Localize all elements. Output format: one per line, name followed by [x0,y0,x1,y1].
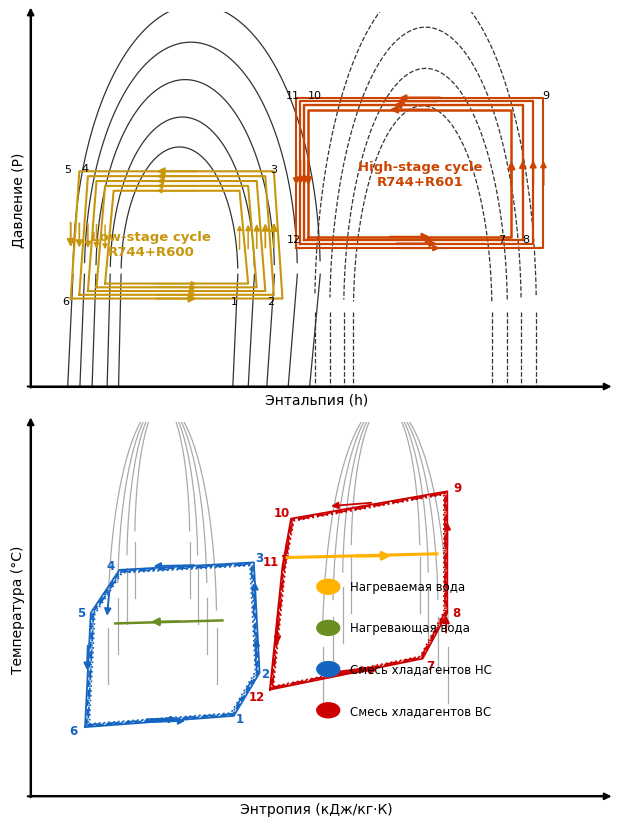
Text: 11: 11 [286,91,300,101]
Text: Low-stage cycle: Low-stage cycle [91,231,211,244]
Text: 12: 12 [287,235,301,245]
Text: 3: 3 [270,165,277,175]
Circle shape [317,621,340,636]
Text: Нагреваемая вода: Нагреваемая вода [350,581,465,594]
Text: Смесь хладагентов ВС: Смесь хладагентов ВС [350,704,491,717]
Text: 10: 10 [273,506,290,519]
Text: 6: 6 [63,297,69,307]
Y-axis label: Температура (°C): Температура (°C) [11,545,25,673]
X-axis label: Энтальпия (h): Энтальпия (h) [265,393,368,407]
Text: 10: 10 [308,91,322,101]
Text: 1: 1 [230,297,237,307]
X-axis label: Энтропия (кДж/кг·К): Энтропия (кДж/кг·К) [241,802,393,816]
Text: 6: 6 [69,724,78,738]
Text: High-stage cycle: High-stage cycle [358,160,482,174]
Text: 9: 9 [453,481,461,495]
Text: 7: 7 [426,659,434,672]
Text: 4: 4 [81,164,89,174]
Text: 5: 5 [64,165,71,175]
Text: 11: 11 [263,555,279,568]
Text: 2: 2 [267,297,275,307]
Text: 9: 9 [542,91,549,101]
Y-axis label: Давление (P): Давление (P) [11,152,25,248]
Text: 5: 5 [77,606,85,619]
Text: 4: 4 [107,559,115,571]
Text: R744+R600: R744+R600 [107,246,194,259]
Text: 12: 12 [249,690,265,703]
Text: 8: 8 [453,607,461,619]
Text: 1: 1 [236,713,244,725]
Text: Нагревающая вода: Нагревающая вода [350,622,470,634]
Text: Смесь хладагентов НС: Смесь хладагентов НС [350,662,492,676]
Text: R744+R601: R744+R601 [376,175,463,189]
Text: 3: 3 [255,552,264,564]
Circle shape [317,703,340,718]
Circle shape [317,662,340,676]
Text: 7: 7 [498,235,505,245]
Circle shape [317,580,340,595]
Text: 8: 8 [522,235,529,245]
Text: 2: 2 [261,667,269,681]
